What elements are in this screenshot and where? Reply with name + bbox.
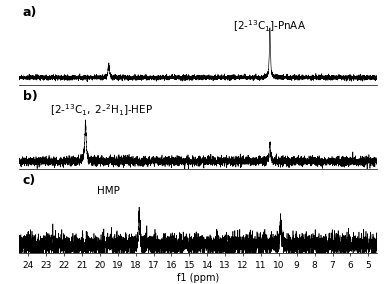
X-axis label: f1 (ppm): f1 (ppm) (177, 273, 219, 283)
Text: b): b) (23, 90, 38, 103)
Text: $[2\text{-}^{13}\mathrm{C}_1]\text{-PnAA}$: $[2\text{-}^{13}\mathrm{C}_1]\text{-PnAA… (233, 19, 306, 34)
Text: $[2\text{-}^{13}\mathrm{C}_1,\ 2\text{-}^{2}\mathrm{H}_1]\text{-HEP}$: $[2\text{-}^{13}\mathrm{C}_1,\ 2\text{-}… (50, 102, 153, 118)
Text: a): a) (23, 7, 37, 20)
Text: HMP: HMP (97, 186, 120, 196)
Text: c): c) (23, 174, 36, 187)
